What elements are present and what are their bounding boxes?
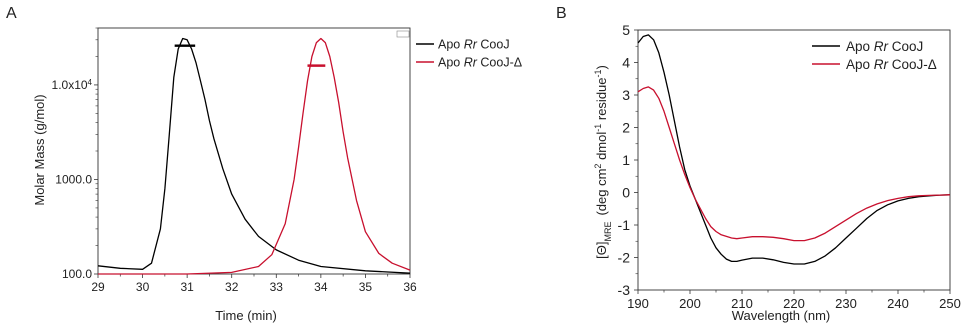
panel-a-x-tick-label: 35 <box>359 280 373 294</box>
panel-b-y-tick-label: 2 <box>622 120 630 136</box>
panel-b-y-tick-label: 1 <box>622 152 630 168</box>
panel-a-x-tick-label: 34 <box>314 280 328 294</box>
panel-b-plot-lines <box>637 34 951 265</box>
panel-b-series-line-0 <box>637 34 951 265</box>
panel-a-x-tick-label: 33 <box>270 280 284 294</box>
panel-a-x-tick-label: 31 <box>180 280 194 294</box>
panel-b-label: B <box>556 5 567 22</box>
panel-a-plot-lines <box>97 37 411 275</box>
panel-b-y-tick-label: 4 <box>622 55 630 71</box>
panel-b-x-tick-label: 240 <box>887 296 909 311</box>
panel-a-x-tick-label: 30 <box>136 280 150 294</box>
panel-b-y-tick-label: -2 <box>618 250 631 266</box>
panel-b-x-axis-label: Wavelength (nm) <box>732 308 831 323</box>
panel-a-label: A <box>6 5 17 22</box>
panel-a-y-axis-label: Molar Mass (g/mol) <box>32 94 47 205</box>
panel-a-x-axis-label: Time (min) <box>215 308 277 323</box>
panel-a-legend: Apo Rr CooJ Apo Rr CooJ-Δ <box>416 38 522 70</box>
panel-b-y-tick-label: -1 <box>618 217 631 233</box>
panel-a-legend-label: Apo Rr CooJ-Δ <box>438 56 522 70</box>
panel-a-corner-glyph <box>396 30 410 38</box>
panel-b-legend: Apo Rr CooJ Apo Rr CooJ-Δ <box>812 39 937 72</box>
panel-a-series-line-1 <box>98 37 411 275</box>
panel-b-y-tick-label: 5 <box>622 22 630 38</box>
panel-b-x-tick-label: 200 <box>679 296 701 311</box>
panel-b-series-line-1 <box>637 86 951 242</box>
panel-b-x-tick-label: 210 <box>731 296 753 311</box>
panel-b-legend-label: Apo Rr CooJ <box>846 39 923 54</box>
panel-a-y-tick-label: 1000.0 <box>55 172 92 186</box>
panel-b-x-tick-label: 250 <box>939 296 961 311</box>
panel-b-x-tick-label: 230 <box>835 296 857 311</box>
panel-a-y-tick-label: 100.0 <box>62 267 92 281</box>
panel-b-y-axis-label: [Θ]MRE(deg cm2 dmol-1 residue-1) <box>593 65 613 259</box>
panel-a-axes <box>94 27 411 278</box>
panel-b-y-tick-label: -3 <box>618 282 631 298</box>
panel-b-tick-labels: 190 200 210 220 230 240 250 -3 -2 -1 0 1 2 3 4 5 <box>618 22 961 311</box>
panel-b-y-tick-label: 0 <box>622 185 630 201</box>
panel-a-x-tick-label: 32 <box>225 280 239 294</box>
panel-a-x-tick-label: 29 <box>91 280 105 294</box>
panel-a-legend-label: Apo Rr CooJ <box>438 38 510 52</box>
panel-b-axes <box>634 29 951 294</box>
panel-b-x-tick-label: 190 <box>627 296 649 311</box>
panel-a-frame <box>97 27 411 275</box>
panel-a-x-tick-label: 36 <box>403 280 417 294</box>
panel-b-x-tick-label: 220 <box>783 296 805 311</box>
panel-a-series-line-0 <box>97 37 411 274</box>
panel-b-legend-label: Apo Rr CooJ-Δ <box>846 57 937 72</box>
panel-a-y-tick-label: 1.0x104 <box>52 77 93 92</box>
panel-b-y-tick-label: 3 <box>622 87 630 103</box>
panel-a-tick-labels: 29 30 31 32 33 34 35 36 100.0 1000.0 1.0x104 <box>52 77 417 294</box>
